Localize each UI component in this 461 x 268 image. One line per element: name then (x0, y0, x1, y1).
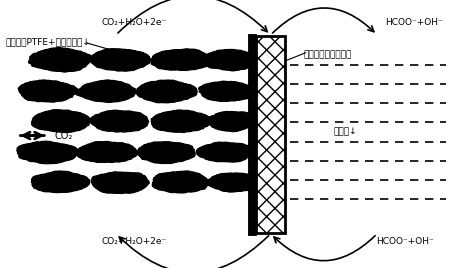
Text: CO₂+H₂O+2e⁻: CO₂+H₂O+2e⁻ (101, 237, 167, 246)
Polygon shape (91, 172, 149, 193)
Polygon shape (31, 110, 90, 132)
Polygon shape (151, 110, 213, 132)
Polygon shape (89, 110, 149, 132)
Polygon shape (29, 48, 92, 72)
Polygon shape (196, 142, 254, 162)
Text: 扩散层（PTFE+导电炭黑）↓: 扩散层（PTFE+导电炭黑）↓ (6, 37, 91, 46)
Polygon shape (76, 142, 138, 162)
Polygon shape (18, 80, 78, 102)
Text: HCOO⁻+OH⁻: HCOO⁻+OH⁻ (385, 18, 443, 27)
Polygon shape (199, 81, 254, 101)
Polygon shape (203, 50, 259, 71)
Polygon shape (152, 171, 210, 193)
Polygon shape (137, 142, 195, 163)
Text: CO₂+H₂O+2e⁻: CO₂+H₂O+2e⁻ (101, 18, 167, 27)
Polygon shape (17, 141, 78, 164)
Polygon shape (207, 111, 257, 132)
Polygon shape (150, 49, 211, 70)
Text: 集流体（镶锡钢网）: 集流体（镶锡钢网） (304, 50, 352, 59)
Polygon shape (76, 80, 137, 102)
Polygon shape (207, 173, 260, 192)
Text: CO₂: CO₂ (54, 131, 72, 140)
Polygon shape (90, 49, 150, 71)
Polygon shape (135, 80, 197, 103)
Polygon shape (31, 171, 90, 192)
Bar (256, 36, 285, 233)
Text: 电解液↓: 电解液↓ (333, 128, 357, 136)
Text: HCOO⁻+OH⁻: HCOO⁻+OH⁻ (376, 237, 433, 246)
